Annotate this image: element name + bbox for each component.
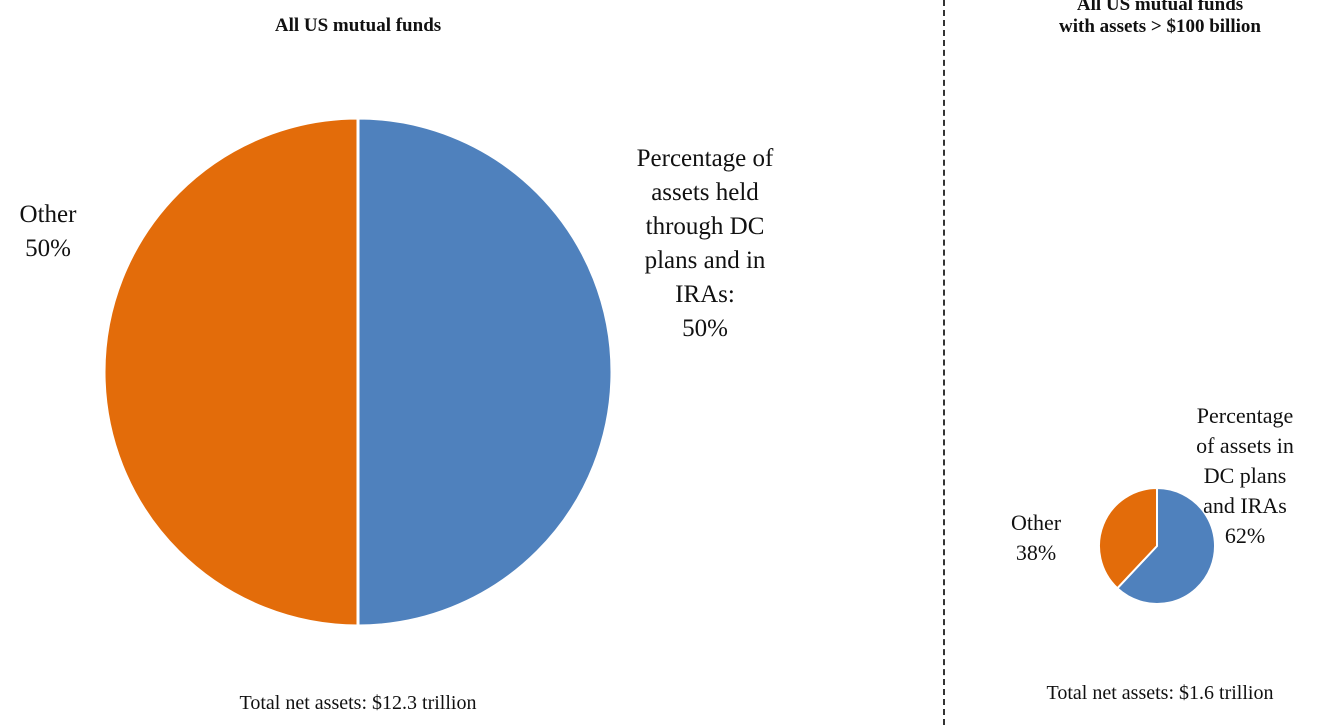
right-pie-label-line: 62% <box>1225 523 1265 548</box>
right-chart-title-line-1: All US mutual funds <box>1076 0 1244 15</box>
left-pie-label-line: assets held <box>651 179 759 206</box>
left-pie-label-line: 50% <box>682 315 728 342</box>
left-chart-title: All US mutual funds <box>274 15 442 36</box>
right-chart-total-net-assets: Total net assets: $1.6 trillion <box>1046 682 1274 704</box>
right-pie-label-line: and IRAs <box>1203 493 1287 518</box>
left-pie-label-line: through DC <box>646 213 765 240</box>
left-pie-label-line: Other <box>20 201 78 228</box>
left-chart-total-net-assets: Total net assets: $12.3 trillion <box>239 692 477 714</box>
right-pie-label-line: of assets in <box>1196 433 1294 458</box>
right-pie-label-retirement: Percentage of assets in DC plans and IRAs 62… <box>1196 403 1294 548</box>
right-pie-label-line: Percentage <box>1197 403 1294 428</box>
right-pie-label-other: Other 38% <box>1011 510 1062 565</box>
left-pie-label-line: plans and in <box>645 247 766 274</box>
chart-divider <box>943 0 945 725</box>
right-pie-slice-retirement <box>1116 487 1216 605</box>
left-pie-label-other: Other 50% <box>20 201 78 262</box>
left-pie-label-retirement: Percentage of assets held through DC plans … <box>637 145 774 342</box>
left-pie-slice-other <box>102 116 360 628</box>
left-pie-slice-retirement <box>356 116 614 628</box>
left-pie-label-line: IRAs: <box>675 281 735 308</box>
right-pie-slice-other <box>1098 487 1158 590</box>
right-chart-title-line-2: with assets > $100 billion <box>1059 16 1261 37</box>
left-pie-label-line: Percentage of <box>637 145 774 172</box>
right-pie-label-line: 38% <box>1016 540 1056 565</box>
right-pie-label-line: Other <box>1011 510 1062 535</box>
right-chart-title: All US mutual funds with assets > $100 b… <box>1000 0 1320 38</box>
right-pie-label-line: DC plans <box>1204 463 1287 488</box>
left-pie-label-line: 50% <box>25 235 71 262</box>
